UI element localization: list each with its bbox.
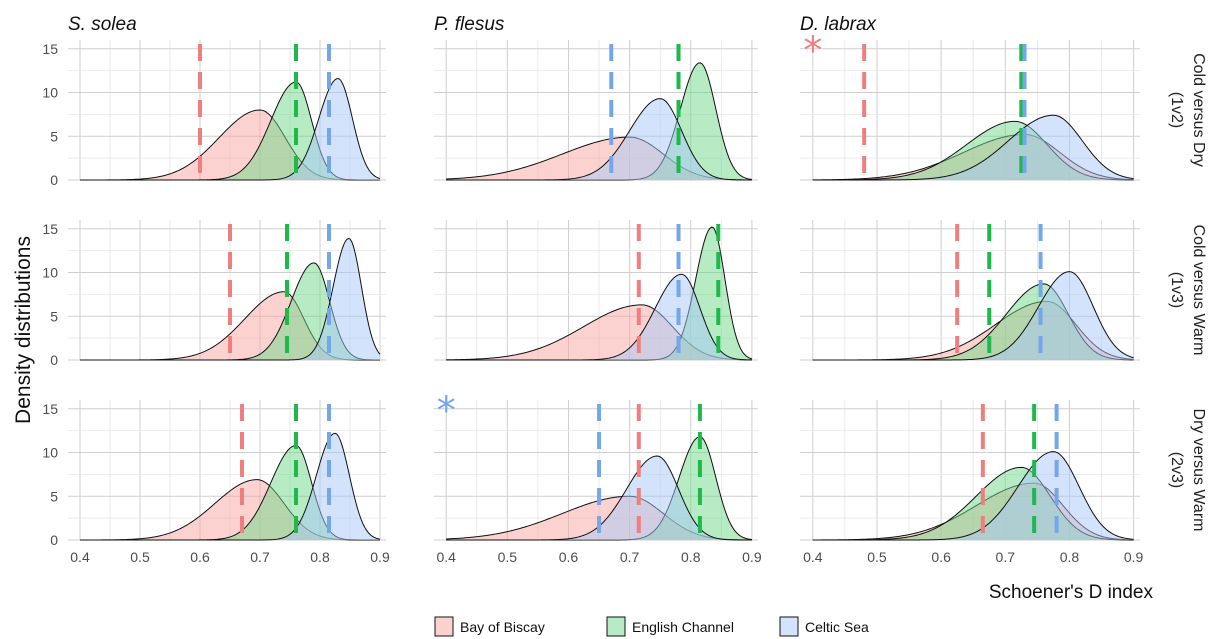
strip-label: Cold versus Warm [1190,225,1207,356]
panel [434,40,758,181]
x-tick-label: 0.6 [559,549,579,565]
x-tick-label: 0.7 [620,549,640,565]
panel [434,220,758,361]
panel: 0.4 0.5 0.6 0.7 0.8 0.9 [800,400,1144,565]
x-tick-label: 0.4 [70,549,90,565]
density-area [812,271,1134,360]
y-tick-label: 10 [42,445,58,461]
density-area [446,274,752,360]
strip-label: (1v2) [1168,92,1185,128]
y-tick-label: 0 [50,352,58,368]
panel-grid: S. solea P. flesus D. labrax (1v2) Cold vers… [42,14,1207,565]
legend-swatch [434,616,454,637]
density-area [812,115,1134,180]
x-tick-label: 0.8 [310,549,330,565]
y-tick-label: 0 [50,172,58,188]
density-area [446,456,752,540]
strip-label: (1v3) [1168,272,1185,308]
panel: 0 5 10 15 [42,40,386,188]
y-tick-label: 5 [50,308,58,324]
y-tick-label: 5 [50,488,58,504]
panel: * [800,29,1140,181]
panel: * 0.4 0.5 0.6 0.7 0.8 0.9 [434,389,762,565]
x-tick-label: 0.5 [867,549,887,565]
panel: 0 5 10 15 0.4 0.5 0.6 0.7 0.8 0.9 [42,400,390,565]
panel [800,220,1140,361]
x-tick-label: 0.6 [190,549,210,565]
legend-label: Celtic Sea [805,619,869,635]
y-tick-label: 15 [42,401,58,417]
density-area [446,98,752,180]
y-tick-label: 10 [42,265,58,281]
species-title: P. flesus [434,14,505,35]
y-tick-label: 10 [42,85,58,101]
species-title: S. solea [68,14,137,35]
x-tick-label: 0.7 [996,549,1016,565]
density-area [80,262,380,360]
density-area [80,82,380,180]
row-strip: (1v3) Cold versus Warm [1168,225,1207,356]
x-tick-label: 0.9 [1124,549,1144,565]
x-axis-label: Schoener's D index [989,582,1154,603]
density-area [812,451,1134,540]
x-tick-label: 0.4 [436,549,456,565]
x-tick-label: 0.6 [931,549,951,565]
density-area [80,479,380,540]
x-tick-label: 0.7 [250,549,270,565]
legend-swatch [606,616,626,637]
x-tick-label: 0.5 [498,549,518,565]
y-axis-label: Density distributions [12,236,35,424]
legend: Bay of Biscay English Channel Celtic Sea [434,616,869,637]
x-tick-label: 0.4 [803,549,823,565]
y-tick-label: 15 [42,41,58,57]
density-line [812,271,1134,361]
density-area [80,433,380,540]
legend-label: Bay of Biscay [460,619,545,635]
row-strip: (2v3) Dry versus Warm [1168,409,1207,532]
panel: 0 5 10 15 [42,220,386,368]
significance-star: * [437,389,456,433]
density-area [80,110,380,180]
y-tick-label: 15 [42,221,58,237]
x-tick-label: 0.9 [742,549,762,565]
density-line [812,114,1134,181]
density-area [80,78,380,180]
density-line [80,237,381,361]
legend-swatch [779,616,799,637]
x-tick-label: 0.8 [681,549,701,565]
species-title: D. labrax [800,14,878,35]
y-tick-label: 5 [50,128,58,144]
y-tick-label: 0 [50,532,58,548]
x-tick-label: 0.5 [130,549,150,565]
density-line [812,451,1134,541]
row-strip: (1v2) Cold versus Dry [1168,53,1207,167]
legend-label: English Channel [632,619,734,635]
x-tick-label: 0.8 [1060,549,1080,565]
density-area [80,238,380,360]
strip-label: Cold versus Dry [1190,53,1207,167]
x-tick-label: 0.9 [370,549,390,565]
strip-label: Dry versus Warm [1190,409,1207,532]
significance-star: * [803,29,822,73]
density-line [446,98,752,181]
strip-label: (2v3) [1168,452,1185,488]
density-line [446,273,752,361]
density-area [446,227,752,360]
